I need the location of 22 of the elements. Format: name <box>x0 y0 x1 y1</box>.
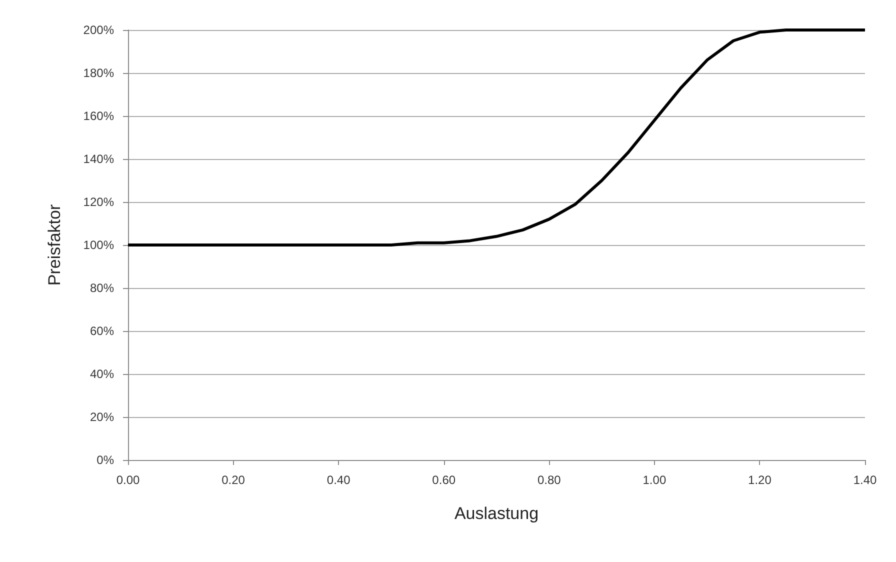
y-tick-label: 80% <box>90 281 114 295</box>
y-tick-label: 40% <box>90 367 114 381</box>
y-tick-label: 140% <box>83 152 114 166</box>
y-tick-label: 160% <box>83 109 114 123</box>
y-tick-label: 0% <box>96 453 114 467</box>
x-tick-label: 0.20 <box>222 473 246 487</box>
x-tick-label: 0.40 <box>326 473 351 487</box>
x-tick-label: 1.00 <box>642 473 666 487</box>
y-tick-label: 180% <box>83 66 114 80</box>
y-tick-label: 100% <box>83 238 114 252</box>
x-axis-title: Auslastung <box>454 504 539 523</box>
y-tick-label: 120% <box>83 195 114 209</box>
x-tick-label: 0.80 <box>537 473 562 487</box>
x-tick-label: 1.40 <box>853 473 877 487</box>
y-axis-title: Preisfaktor <box>45 204 64 286</box>
line-series <box>126 28 866 246</box>
x-tick-label: 0.00 <box>116 473 140 487</box>
x-tick-label: 1.20 <box>748 473 772 487</box>
x-tick-label: 0.60 <box>432 473 456 487</box>
y-tick-label: 60% <box>90 324 114 338</box>
y-tick-label: 20% <box>90 410 114 424</box>
y-tick-label: 200% <box>83 23 114 37</box>
